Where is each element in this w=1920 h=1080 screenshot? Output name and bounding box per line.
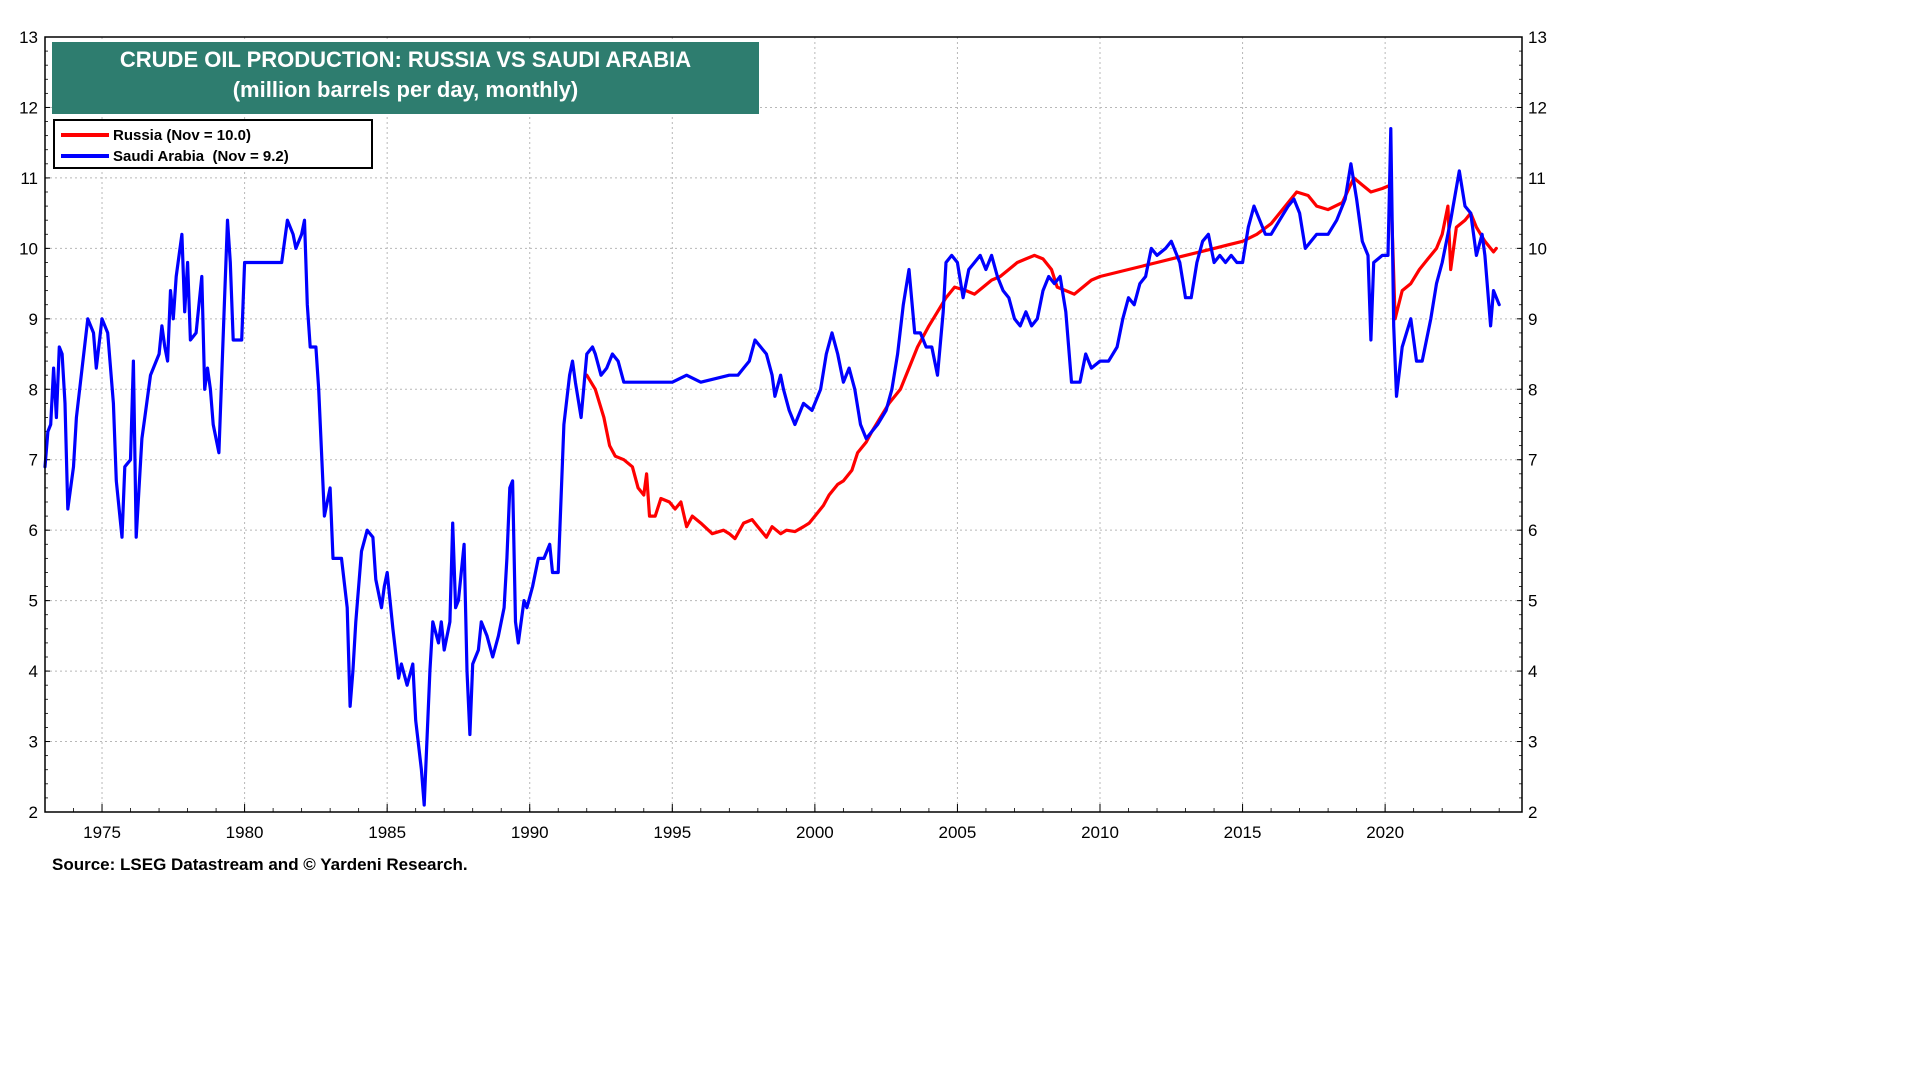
legend-swatch-russia [61,133,109,137]
x-tick-label: 2010 [1081,823,1119,842]
y-axis-left: 2 3 4 5 6 7 8 9 10 11 12 13 [19,28,50,822]
y-tick-label-right: 10 [1528,239,1547,258]
y-tick-label-left: 6 [29,521,38,540]
y-tick-label-right: 4 [1528,662,1537,681]
legend-swatch-saudi [61,154,109,158]
x-tick-label: 2000 [796,823,834,842]
y-tick-label-left: 13 [19,28,38,47]
legend-label-saudi: Saudi Arabia (Nov = 9.2) [113,147,289,165]
legend-item-saudi: Saudi Arabia (Nov = 9.2) [61,145,289,167]
y-tick-label-right: 8 [1528,380,1537,399]
legend: Russia (Nov = 10.0) Saudi Arabia (Nov = … [53,119,373,169]
y-tick-label-left: 11 [20,169,38,188]
y-tick-label-left: 3 [29,733,38,752]
x-tick-label: 2020 [1366,823,1404,842]
y-tick-label-left: 5 [29,592,38,611]
x-axis: 1975 1980 1985 1990 1995 2000 2005 2010 2015 2020 [44,804,1500,842]
series-group [43,127,1501,807]
x-tick-label: 2015 [1224,823,1262,842]
y-tick-label-left: 7 [29,451,38,470]
chart-subtitle: (million barrels per day, monthly) [232,77,579,102]
y-tick-label-right: 2 [1528,803,1537,822]
y-tick-label-left: 2 [29,803,38,822]
plot-frame [44,36,1523,813]
y-tick-label-right: 13 [1528,28,1547,47]
y-tick-label-left: 9 [29,310,38,329]
legend-label-russia: Russia (Nov = 10.0) [113,126,251,144]
x-tick-label: 1995 [653,823,691,842]
y-tick-label-right: 3 [1528,733,1537,752]
y-tick-label-right: 9 [1528,310,1537,329]
y-tick-label-right: 11 [1528,169,1546,188]
x-tick-label: 2005 [939,823,977,842]
x-tick-label: 1980 [226,823,264,842]
series-line-russia [585,176,1498,541]
x-tick-label: 1975 [83,823,121,842]
y-tick-label-right: 7 [1528,451,1537,470]
x-tick-label: 1985 [368,823,406,842]
y-tick-label-right: 5 [1528,592,1537,611]
x-tick-label: 1990 [511,823,549,842]
source-note: Source: LSEG Datastream and © Yardeni Re… [52,855,468,874]
y-tick-label-right: 12 [1528,98,1547,117]
y-tick-label-left: 8 [29,380,38,399]
y-tick-label-right: 6 [1528,521,1537,540]
chart-title: CRUDE OIL PRODUCTION: RUSSIA VS SAUDI AR… [119,47,692,72]
series-line-saudi [43,127,1501,807]
y-tick-label-left: 4 [29,662,38,681]
y-tick-label-left: 10 [19,239,38,258]
chart-title-box: CRUDE OIL PRODUCTION: RUSSIA VS SAUDI AR… [52,42,759,114]
legend-item-russia: Russia (Nov = 10.0) [61,124,251,146]
y-tick-label-left: 12 [19,98,38,117]
